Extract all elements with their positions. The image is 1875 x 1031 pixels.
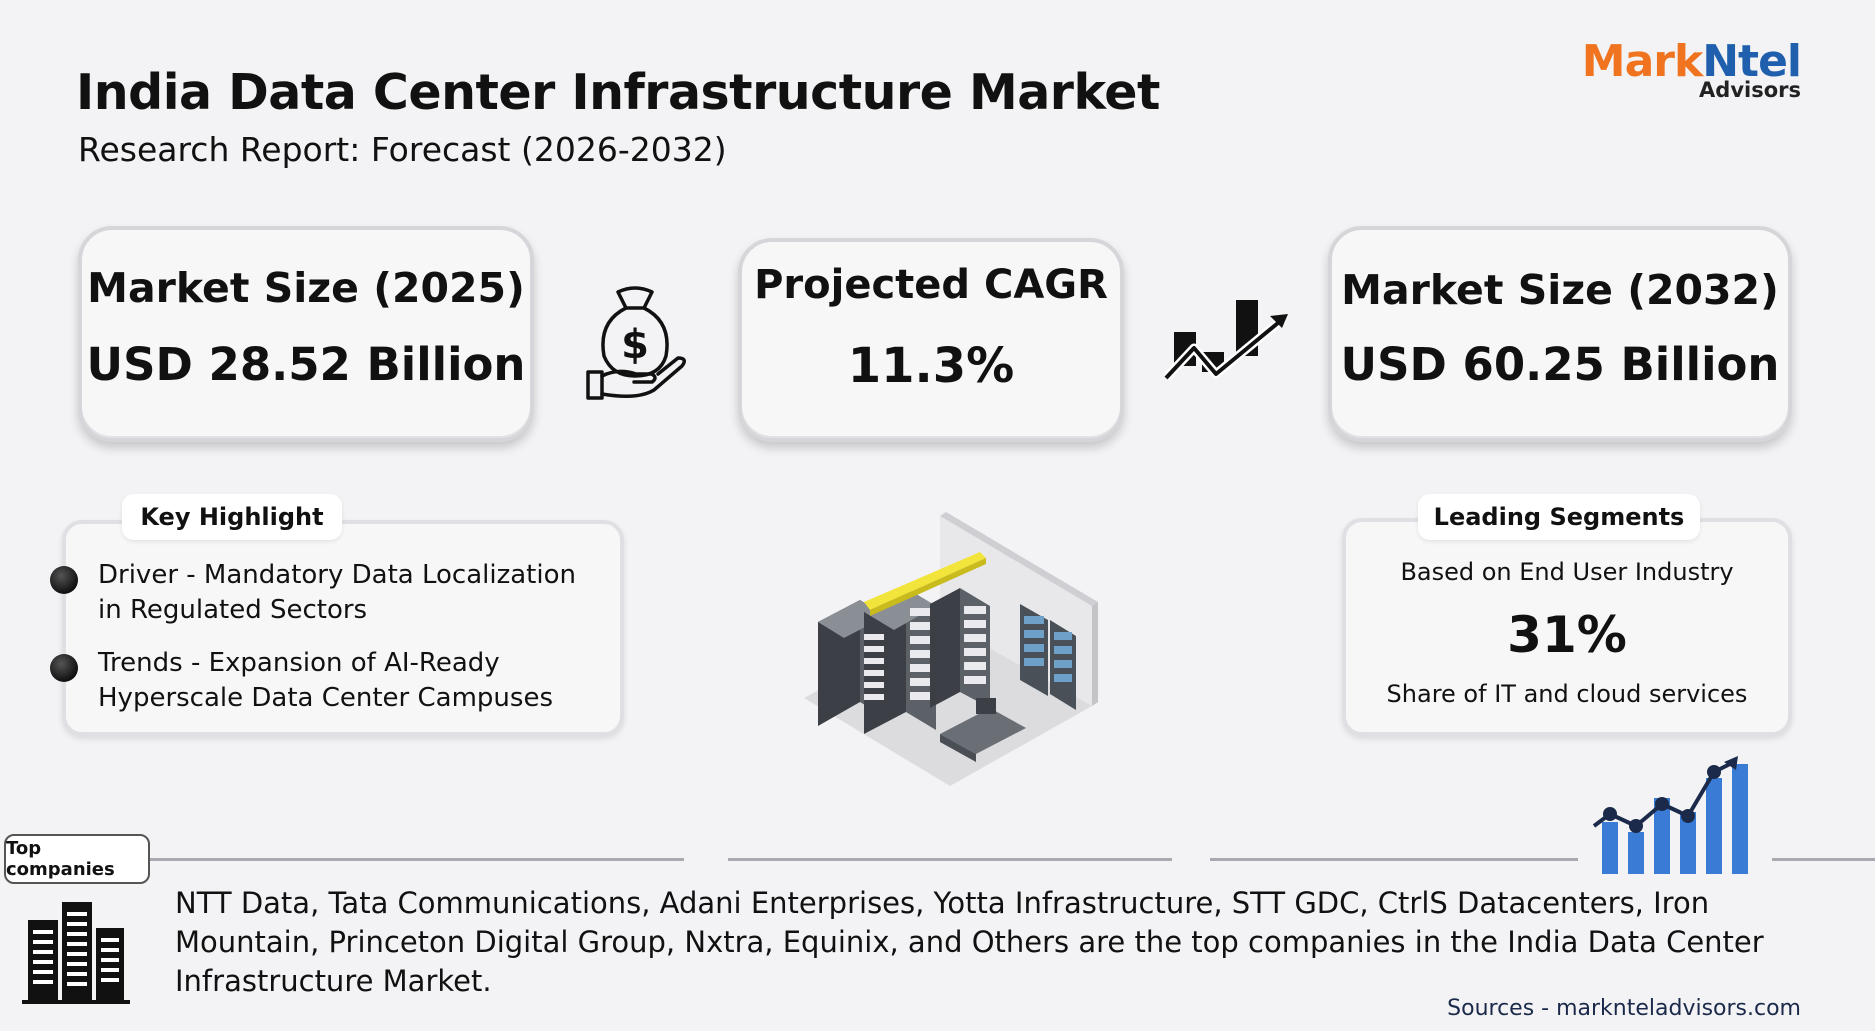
highlight-item-trends-line2: Hyperscale Data Center Campuses — [98, 683, 553, 713]
divider-line — [150, 858, 684, 861]
logo-brand-part1: Mark — [1581, 36, 1703, 87]
top-companies-text: NTT Data, Tata Communications, Adani Ent… — [175, 886, 1764, 998]
money-bag-hand-icon: $ — [578, 282, 692, 402]
highlight-bullet-icon — [50, 654, 78, 682]
divider-line — [728, 858, 1172, 861]
cagr-card: Projected CAGR 11.3% — [738, 238, 1124, 442]
logo-sub: Advisors — [1699, 78, 1801, 102]
page-subtitle: Research Report: Forecast (2026-2032) — [78, 130, 727, 169]
logo-brand: MarkNtel — [1581, 36, 1802, 87]
highlight-item-trends-line1: Trends - Expansion of AI-Ready — [98, 648, 500, 678]
key-highlight-panel — [62, 520, 624, 736]
svg-text:$: $ — [621, 322, 649, 368]
segment-basis: Based on End User Industry — [1400, 558, 1734, 586]
market-size-2025-card: Market Size (2025) USD 28.52 Billion — [78, 226, 534, 442]
key-highlight-tab: Key Highlight — [122, 494, 342, 540]
sources-text: Sources - marknteladvisors.com — [1447, 996, 1801, 1021]
highlight-item-trends: Trends - Expansion of AI-Ready Hyperscal… — [98, 646, 553, 716]
leading-segments-tab: Leading Segments — [1418, 494, 1700, 540]
highlight-item-driver: Driver - Mandatory Data Localization in … — [98, 558, 576, 628]
market-size-2032-card: Market Size (2032) USD 60.25 Billion — [1328, 226, 1792, 442]
rising-bar-chart-icon — [1588, 752, 1758, 874]
market-size-2025-label: Market Size (2025) — [87, 264, 525, 312]
market-size-2025-value: USD 28.52 Billion — [86, 338, 526, 391]
growth-chart-arrow-icon — [1162, 296, 1290, 392]
divider-line — [1772, 858, 1875, 861]
market-size-2032-label: Market Size (2032) — [1341, 266, 1779, 314]
highlight-item-driver-line2: in Regulated Sectors — [98, 595, 368, 625]
highlight-item-driver-line1: Driver - Mandatory Data Localization — [98, 560, 576, 590]
data-center-room-illustration — [800, 512, 1100, 796]
page-title: India Data Center Infrastructure Market — [76, 64, 1160, 121]
top-companies-tag: Top companies — [4, 834, 150, 884]
highlight-bullet-icon — [50, 566, 78, 594]
segment-desc: Share of IT and cloud services — [1386, 680, 1748, 708]
market-size-2032-value: USD 60.25 Billion — [1340, 338, 1780, 391]
logo-brand-part2: Ntel — [1702, 36, 1802, 87]
cagr-value: 11.3% — [847, 338, 1015, 394]
segment-value: 31% — [1507, 606, 1627, 664]
marknte-logo: MarkNtel Advisors — [1581, 36, 1802, 102]
cagr-label: Projected CAGR — [754, 262, 1108, 308]
divider-line — [1210, 858, 1578, 861]
office-buildings-icon — [22, 900, 130, 1004]
